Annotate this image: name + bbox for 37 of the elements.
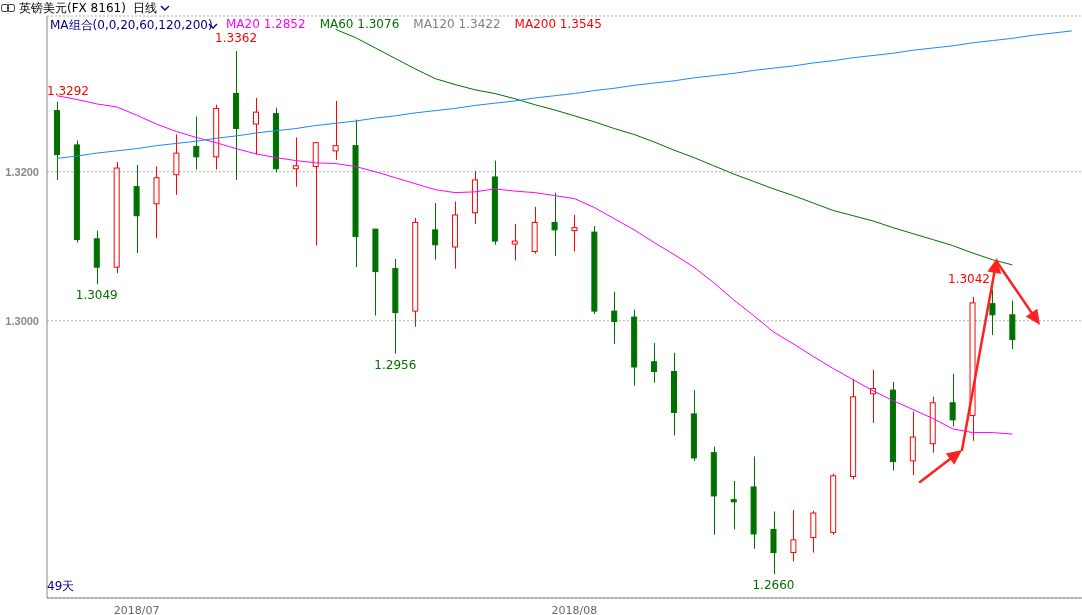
candlestick — [312, 141, 319, 247]
candlestick — [253, 97, 260, 156]
candlestick — [193, 116, 200, 171]
candlestick — [511, 223, 518, 261]
chart-subtitle: MA组合(0,0,20,60,120,200) — [50, 17, 213, 34]
legend-label: MA200 1.3545 — [514, 17, 602, 31]
candlestick — [173, 133, 180, 196]
candlestick — [571, 214, 578, 252]
candlestick — [292, 136, 299, 188]
y-tick-label: 1.3200 — [5, 165, 39, 178]
legend-label: MA120 1.3422 — [413, 17, 501, 31]
annotation: 1.2660 — [752, 578, 795, 593]
line-series — [56, 95, 1013, 435]
candlestick — [332, 100, 339, 161]
annotation: 1.3362 — [215, 31, 258, 46]
candlestick — [551, 192, 558, 257]
annotation: 1.3042 — [948, 272, 990, 286]
y-tick-label: 1.3000 — [5, 314, 39, 327]
annotation: 1.3049 — [75, 288, 118, 303]
candlestick — [770, 511, 777, 575]
annotation: 1.3292 — [47, 84, 89, 98]
candlestick — [651, 342, 658, 384]
text: 日线 — [133, 0, 157, 17]
annotation: 49天 — [47, 578, 75, 595]
candlestick — [949, 373, 956, 428]
candlestick — [909, 411, 916, 476]
candlestick — [790, 509, 797, 562]
series-label: MA60 1.3076 — [319, 17, 400, 31]
candlestick — [989, 288, 996, 336]
text: MA20 1.2852 — [226, 17, 306, 31]
x-tick-label: 2018/08 — [551, 603, 598, 615]
candlestick — [611, 291, 618, 345]
candlestick — [432, 202, 439, 261]
annotation: 1.2956 — [374, 357, 417, 372]
chart-title: 英镑美元(FX 8161) — [19, 0, 126, 17]
candlestick — [730, 480, 737, 530]
x-tick-label: 2018/07 — [113, 603, 160, 615]
